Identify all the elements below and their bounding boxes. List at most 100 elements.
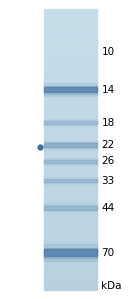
Bar bbox=[44, 211, 97, 213]
Bar bbox=[44, 194, 97, 196]
Bar bbox=[44, 86, 97, 88]
Bar bbox=[44, 81, 97, 82]
Bar bbox=[44, 91, 97, 92]
Text: 18: 18 bbox=[101, 118, 115, 128]
Bar bbox=[44, 27, 97, 29]
Bar bbox=[44, 231, 97, 232]
Bar bbox=[44, 23, 97, 25]
Bar bbox=[44, 123, 97, 124]
Bar bbox=[44, 255, 97, 256]
Bar bbox=[44, 39, 97, 40]
Bar bbox=[44, 41, 97, 43]
Bar bbox=[44, 26, 97, 27]
Bar bbox=[44, 202, 97, 203]
Bar bbox=[44, 289, 97, 290]
Bar bbox=[44, 20, 97, 22]
Bar bbox=[44, 158, 97, 159]
Bar bbox=[44, 130, 97, 131]
Bar bbox=[44, 214, 97, 216]
Bar bbox=[44, 95, 97, 96]
Bar bbox=[44, 179, 97, 180]
Bar bbox=[44, 36, 97, 37]
Bar bbox=[44, 228, 97, 230]
Bar bbox=[44, 155, 97, 157]
Bar bbox=[44, 69, 97, 71]
Bar bbox=[44, 141, 97, 150]
Bar bbox=[44, 283, 97, 284]
Bar bbox=[44, 279, 97, 280]
Bar bbox=[44, 199, 97, 200]
Bar bbox=[44, 43, 97, 44]
Bar bbox=[44, 10, 97, 12]
Bar bbox=[44, 9, 97, 10]
Bar bbox=[44, 263, 97, 265]
Bar bbox=[44, 220, 97, 221]
Bar bbox=[44, 238, 97, 239]
Bar bbox=[44, 87, 97, 92]
Text: 70: 70 bbox=[101, 248, 115, 258]
Bar bbox=[44, 204, 97, 206]
Bar bbox=[44, 12, 97, 13]
Bar bbox=[44, 246, 97, 248]
Bar bbox=[44, 234, 97, 235]
Bar bbox=[44, 48, 97, 50]
Bar bbox=[44, 170, 97, 172]
Bar bbox=[44, 112, 97, 113]
Bar bbox=[44, 110, 97, 112]
Bar bbox=[44, 178, 97, 179]
Bar bbox=[44, 13, 97, 15]
Bar bbox=[44, 241, 97, 242]
Bar bbox=[44, 165, 97, 166]
Bar bbox=[44, 120, 97, 121]
Bar bbox=[44, 148, 97, 150]
Bar bbox=[44, 72, 97, 74]
Bar bbox=[44, 61, 97, 62]
Bar bbox=[44, 256, 97, 258]
Bar bbox=[44, 276, 97, 277]
Bar bbox=[44, 129, 97, 130]
Bar bbox=[44, 37, 97, 39]
Bar bbox=[44, 227, 97, 228]
Bar bbox=[44, 251, 97, 252]
Bar bbox=[44, 126, 97, 127]
Bar bbox=[44, 96, 97, 97]
Bar bbox=[44, 249, 97, 251]
Bar bbox=[44, 162, 97, 164]
Bar bbox=[44, 210, 97, 211]
Bar bbox=[44, 179, 97, 182]
Bar bbox=[44, 245, 97, 261]
Text: 10: 10 bbox=[101, 47, 115, 57]
Bar bbox=[44, 186, 97, 187]
Bar bbox=[44, 85, 97, 86]
Bar bbox=[44, 107, 97, 109]
Bar bbox=[44, 47, 97, 48]
Bar bbox=[44, 206, 97, 207]
Bar bbox=[44, 280, 97, 282]
Bar bbox=[44, 200, 97, 202]
Bar bbox=[44, 121, 97, 124]
Bar bbox=[44, 274, 97, 276]
Bar bbox=[44, 169, 97, 170]
Bar bbox=[44, 25, 97, 26]
Bar bbox=[44, 78, 97, 79]
Bar bbox=[44, 287, 97, 289]
Bar bbox=[44, 158, 97, 165]
Bar bbox=[44, 29, 97, 30]
Bar bbox=[44, 269, 97, 270]
Bar bbox=[44, 106, 97, 107]
Bar bbox=[44, 143, 97, 144]
Bar bbox=[44, 64, 97, 65]
Bar bbox=[44, 168, 97, 169]
Bar bbox=[44, 172, 97, 173]
Bar bbox=[44, 89, 97, 91]
Bar bbox=[44, 134, 97, 135]
Bar bbox=[44, 252, 97, 254]
Bar bbox=[44, 131, 97, 133]
Bar bbox=[44, 157, 97, 158]
Bar bbox=[44, 74, 97, 75]
Bar bbox=[44, 113, 97, 115]
Bar bbox=[44, 140, 97, 141]
Bar bbox=[44, 180, 97, 182]
Bar bbox=[44, 30, 97, 31]
Bar bbox=[44, 175, 97, 176]
